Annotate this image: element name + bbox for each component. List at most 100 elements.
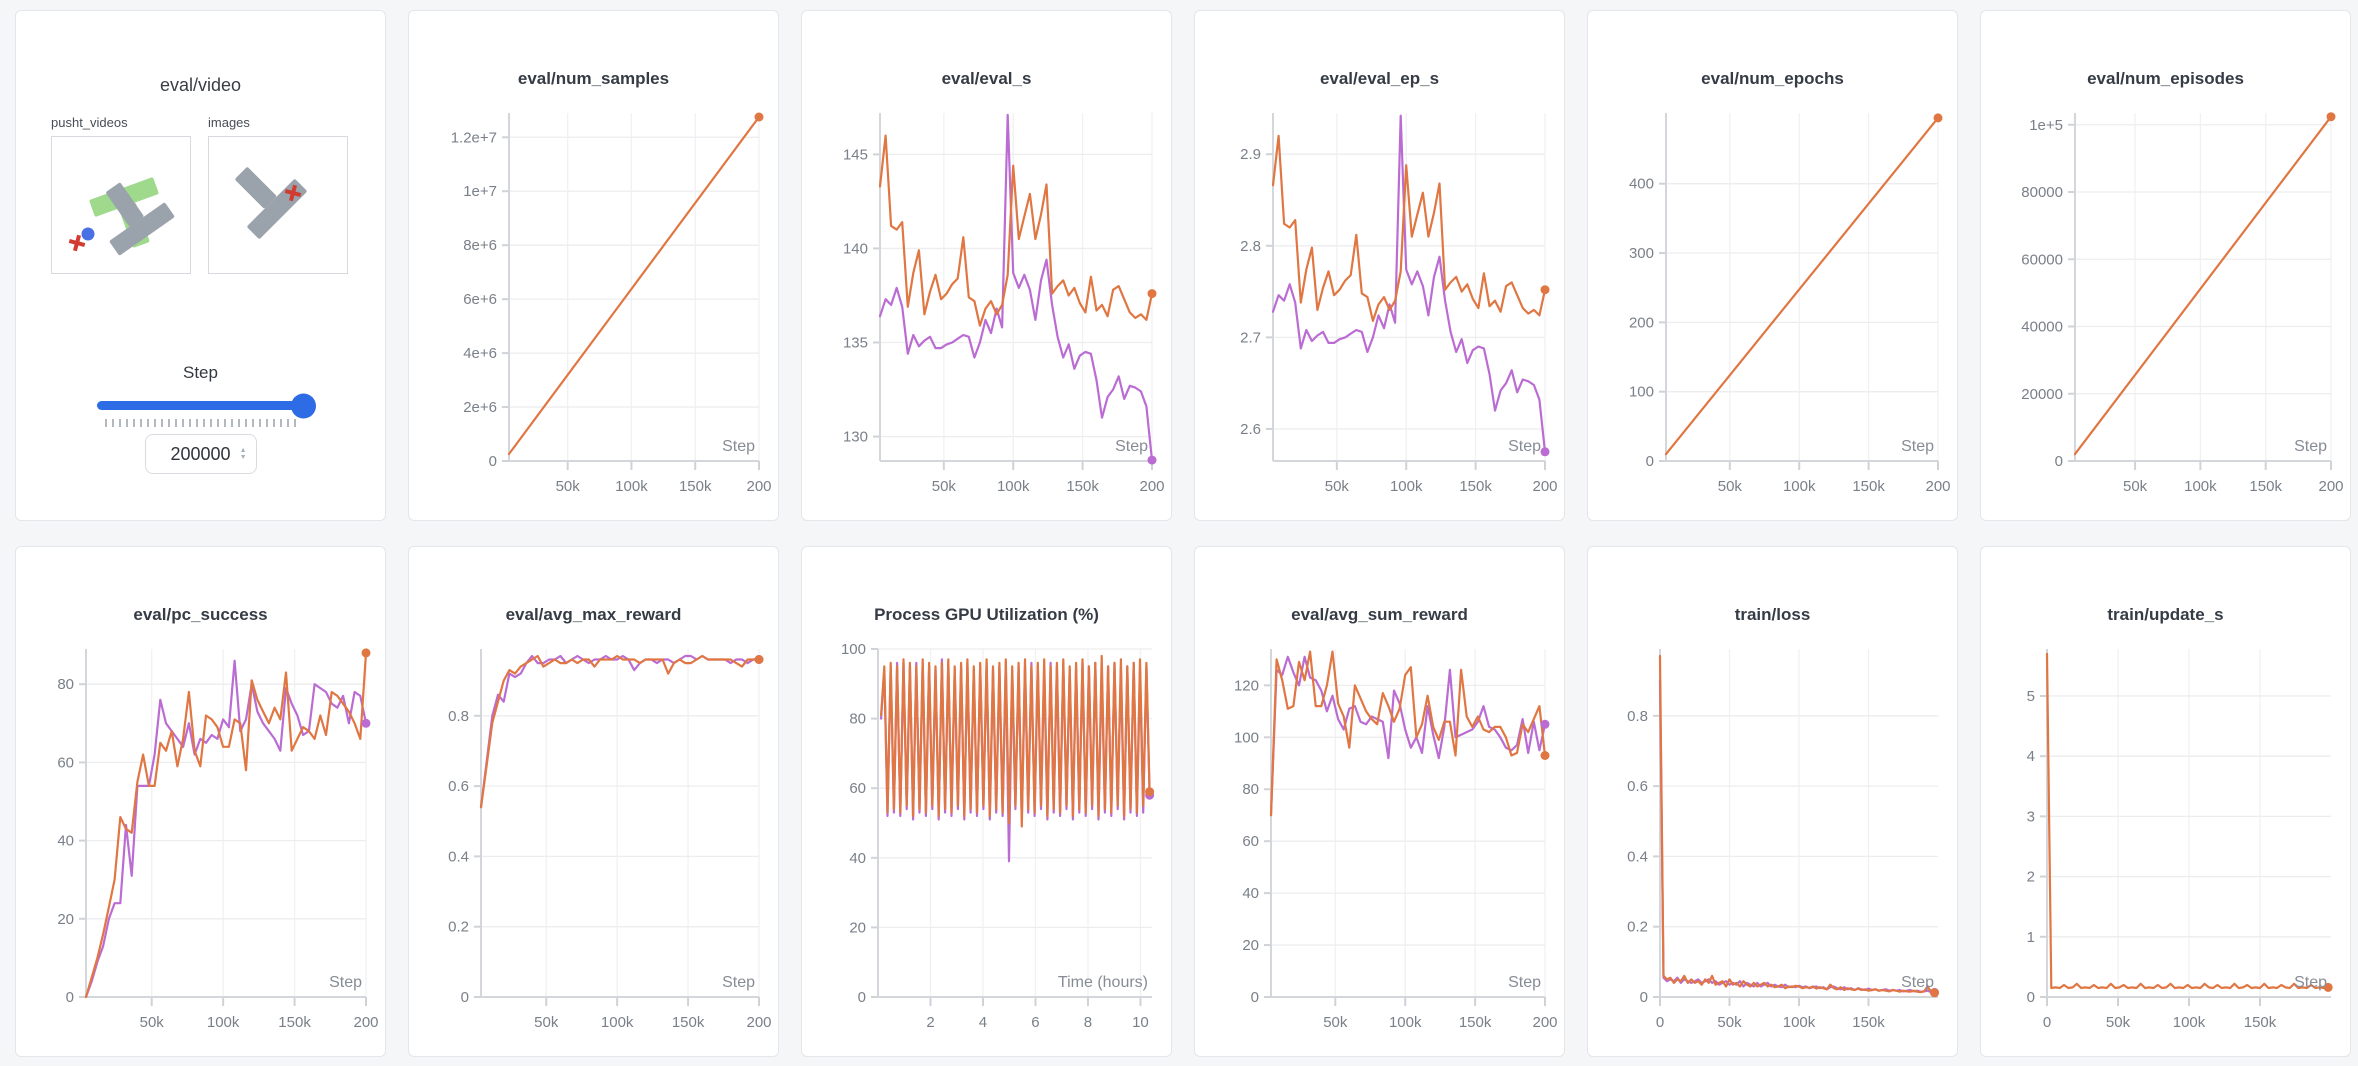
svg-text:20: 20 [849, 919, 866, 936]
chart-eval-pc-success[interactable]: 50k 100k 150k 200 0 20 40 60 80 Step [16, 623, 387, 1055]
svg-text:60: 60 [1242, 833, 1259, 850]
panel-title: eval/eval_ep_s [1319, 69, 1440, 88]
panel-title: train/update_s [2107, 605, 2224, 624]
svg-text:120: 120 [1234, 677, 1259, 694]
svg-text:150k: 150k [2249, 478, 2282, 495]
svg-text:Time (hours): Time (hours) [1058, 974, 1148, 991]
chart-train-loss[interactable]: 0 50k 100k 150k 0 0.2 0.4 0.6 0.8 Step [1588, 623, 1959, 1055]
svg-text:0: 0 [461, 989, 469, 1006]
svg-text:150k: 150k [679, 478, 712, 495]
panel-eval-avg-max-reward: eval/avg_max_reward 50k 100k 150k 200 0 0.2 0.… [408, 546, 779, 1057]
svg-text:50k: 50k [1323, 1014, 1348, 1031]
svg-text:40: 40 [1242, 885, 1259, 902]
svg-text:80000: 80000 [2021, 184, 2063, 201]
chart-eval-num-samples[interactable]: 50k 100k 150k 200 0 2e+6 4e+6 6e+6 8e+6 1e+7 1.2e+… [409, 87, 780, 519]
svg-text:0.4: 0.4 [1627, 848, 1648, 865]
svg-text:200: 200 [2318, 478, 2343, 495]
panel-eval-pc-success: eval/pc_success 50k 100k 150k 200 0 20 40 60 80 S… [15, 546, 386, 1057]
svg-text:145: 145 [843, 146, 868, 163]
svg-text:0: 0 [2055, 453, 2063, 470]
agent-dot [81, 227, 95, 241]
svg-text:50k: 50k [932, 478, 957, 495]
svg-text:400: 400 [1629, 176, 1654, 193]
svg-text:150k: 150k [278, 1014, 311, 1031]
panel-eval-video: eval/video pusht_videos [15, 10, 386, 521]
svg-text:150k: 150k [1459, 478, 1492, 495]
svg-text:60: 60 [57, 754, 74, 771]
svg-text:100k: 100k [207, 1014, 240, 1031]
pusht-scene-image [52, 137, 190, 273]
step-slider-thumb[interactable] [290, 393, 316, 418]
svg-text:2e+6: 2e+6 [463, 399, 497, 416]
chart-eval-eval-s[interactable]: 50k 100k 150k 200 130 135 140 145 Step [802, 87, 1173, 519]
svg-text:1e+5: 1e+5 [2029, 117, 2063, 134]
svg-text:0.8: 0.8 [448, 708, 469, 725]
svg-text:200: 200 [1925, 478, 1950, 495]
svg-text:50k: 50k [1325, 478, 1350, 495]
chart-eval-num-epochs[interactable]: 50k 100k 150k 200 0 100 200 300 400 Step [1588, 87, 1959, 519]
video-thumbnail-pusht-videos[interactable] [51, 136, 191, 274]
svg-text:100: 100 [1629, 384, 1654, 401]
svg-text:50k: 50k [140, 1014, 165, 1031]
svg-text:4: 4 [979, 1014, 987, 1031]
svg-text:200: 200 [746, 1014, 771, 1031]
panel-title: eval/num_epochs [1701, 69, 1844, 88]
chart-eval-eval-ep-s[interactable]: 50k 100k 150k 200 2.6 2.7 2.8 2.9 Step [1195, 87, 1566, 519]
svg-text:50k: 50k [2123, 478, 2148, 495]
svg-text:2.8: 2.8 [1240, 238, 1261, 255]
svg-text:200: 200 [1532, 478, 1557, 495]
svg-text:60: 60 [849, 780, 866, 797]
svg-text:Step: Step [1508, 974, 1541, 991]
chart-train-update-s[interactable]: 0 50k 100k 150k 0 1 2 3 4 5 Step [1981, 623, 2352, 1055]
media-item-pusht-videos: pusht_videos [51, 115, 193, 274]
step-value: 200000 [170, 443, 231, 464]
svg-text:80: 80 [849, 711, 866, 728]
panel-title: train/loss [1734, 605, 1811, 624]
panel-eval-num-episodes: eval/num_episodes 50k 100k 150k 200 0 20000 40… [1980, 10, 2351, 521]
panel-train-update-s: train/update_s 0 50k 100k 150k 0 1 2 3 4 5 Step [1980, 546, 2351, 1057]
svg-text:0: 0 [1656, 1014, 1664, 1031]
svg-text:Step: Step [1115, 438, 1148, 455]
svg-text:Step: Step [2294, 438, 2327, 455]
svg-text:0: 0 [1640, 989, 1648, 1006]
svg-text:0.2: 0.2 [448, 919, 469, 936]
panel-title: eval/video [159, 75, 242, 95]
svg-text:2: 2 [2027, 869, 2035, 886]
svg-text:4e+6: 4e+6 [463, 345, 497, 362]
step-slider[interactable] [16, 393, 385, 427]
panel-title: eval/avg_sum_reward [1291, 605, 1468, 624]
step-increment-icon[interactable]: ▲ [239, 447, 247, 454]
svg-text:100: 100 [841, 641, 866, 658]
svg-text:150k: 150k [2244, 1014, 2277, 1031]
svg-text:Step: Step [1901, 438, 1934, 455]
svg-text:1e+7: 1e+7 [463, 183, 497, 200]
chart-eval-num-episodes[interactable]: 50k 100k 150k 200 0 20000 40000 60000 80000 1e+5 S… [1981, 87, 2352, 519]
chart-eval-avg-max-reward[interactable]: 50k 100k 150k 200 0 0.2 0.4 0.6 0.8 Step [409, 623, 780, 1055]
pusht-scene-image-2 [209, 137, 347, 273]
svg-text:3: 3 [2027, 808, 2035, 825]
goal-cross-icon [284, 184, 302, 202]
svg-text:40: 40 [57, 833, 74, 850]
media-item-images: images [208, 115, 350, 274]
panel-title: eval/eval_s [941, 69, 1032, 88]
svg-text:Step: Step [1901, 974, 1934, 991]
svg-text:0: 0 [858, 989, 866, 1006]
svg-text:80: 80 [57, 676, 74, 693]
svg-text:200: 200 [1532, 1014, 1557, 1031]
video-thumbnail-images[interactable] [208, 136, 348, 274]
media-label: images [208, 115, 250, 130]
svg-text:100: 100 [1234, 729, 1259, 746]
svg-text:40000: 40000 [2021, 319, 2063, 336]
chart-eval-avg-sum-reward[interactable]: 50k 100k 150k 200 0 20 40 60 80 100 120 Step [1195, 623, 1566, 1055]
panel-eval-eval-ep-s: eval/eval_ep_s 50k 100k 150k 200 2.6 2.7 2.8 2.… [1194, 10, 1565, 521]
svg-text:60000: 60000 [2021, 251, 2063, 268]
step-slider-track[interactable] [96, 393, 316, 418]
svg-text:0.6: 0.6 [448, 778, 469, 795]
step-value-input[interactable]: 200000 ▲ ▼ [144, 434, 257, 474]
panel-title: eval/avg_max_reward [505, 605, 682, 624]
step-decrement-icon[interactable]: ▼ [239, 454, 247, 461]
svg-text:50k: 50k [2106, 1014, 2131, 1031]
svg-text:Step: Step [329, 974, 362, 991]
panel-title: eval/num_episodes [2087, 69, 2244, 88]
